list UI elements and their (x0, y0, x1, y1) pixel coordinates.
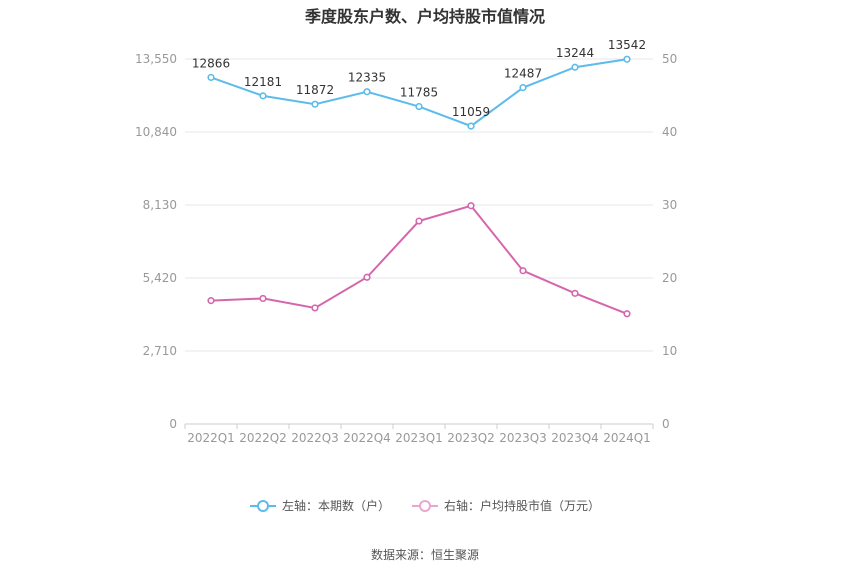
series-point-right (519, 267, 527, 275)
series-point-right (259, 294, 267, 303)
data-label: 11872 (296, 83, 334, 97)
x-tick-label: 2023Q4 (551, 431, 599, 445)
series-point-right (415, 217, 423, 225)
series-point-right (467, 202, 475, 210)
legend-item-left-series[interactable]: 左轴：本期数（户） (249, 497, 390, 514)
series-point-left (415, 102, 423, 111)
series-point-left (623, 55, 631, 63)
series-point-left (519, 84, 527, 92)
series-point-right (207, 297, 215, 305)
right-tick-label: 50 (662, 52, 677, 66)
data-label: 12487 (504, 67, 542, 81)
series-point-left (311, 100, 319, 108)
x-tick-label: 2023Q1 (395, 431, 443, 445)
left-tick-label: 8,130 (143, 198, 177, 212)
x-tick-label: 2022Q2 (239, 431, 287, 445)
data-label: 12181 (244, 75, 282, 89)
source-note: 数据来源：恒生聚源 (370, 548, 479, 562)
right-tick-label: 10 (662, 344, 677, 358)
data-label: 13542 (608, 38, 646, 52)
left-tick-label: 0 (169, 417, 177, 431)
axes: 0 2,710 5,420 8,130 10,840 13,550 0 10 20 30 40 50 2… (135, 52, 677, 445)
series-point-left (207, 73, 215, 82)
data-label: 11785 (400, 86, 438, 100)
x-tick-label: 2024Q1 (603, 431, 651, 445)
left-tick-label: 5,420 (143, 271, 177, 285)
data-label: 11059 (452, 105, 490, 119)
legend-right-series-icon (412, 499, 438, 512)
series-point-right (571, 289, 579, 297)
x-tick-label: 2023Q2 (447, 431, 495, 445)
right-tick-label: 40 (662, 125, 677, 139)
left-tick-label: 10,840 (135, 125, 177, 139)
right-tick-label: 0 (662, 417, 670, 431)
right-tick-label: 30 (662, 198, 677, 212)
right-tick-label: 20 (662, 271, 677, 285)
left-tick-label: 2,710 (143, 344, 177, 358)
series (207, 55, 631, 318)
grid-lines (185, 58, 653, 425)
left-tick-label: 13,550 (135, 52, 177, 66)
legend-left-series-label: 左轴：本期数（户） (281, 499, 390, 513)
legend-right-series-label: 右轴：户均持股市值（万元） (444, 499, 601, 513)
data-label: 12866 (192, 56, 230, 70)
x-tick-label: 2023Q3 (499, 431, 547, 445)
chart-title: 季度股东户数、户均持股市值情况 (304, 7, 545, 26)
data-label: 12335 (348, 71, 386, 85)
data-label: 13244 (556, 46, 594, 60)
series-point-left (571, 63, 579, 71)
x-tick-label: 2022Q1 (187, 431, 235, 445)
series-point-right (363, 273, 371, 281)
legend-left-series-icon (249, 499, 276, 512)
series-point-left (363, 88, 371, 96)
legend: 左轴：本期数（户） 右轴：户均持股市值（万元） (0, 497, 850, 514)
series-point-right (623, 310, 631, 318)
series-point-left (467, 122, 475, 130)
data-labels: 12866 12181 11872 12335 11785 11059 12487 13244… (192, 38, 646, 119)
x-tick-label: 2022Q4 (343, 431, 391, 445)
x-tick-label: 2022Q3 (291, 431, 339, 445)
series-point-right (311, 304, 319, 312)
series-point-left (259, 92, 267, 100)
legend-item-right-series[interactable]: 右轴：户均持股市值（万元） (412, 497, 600, 514)
